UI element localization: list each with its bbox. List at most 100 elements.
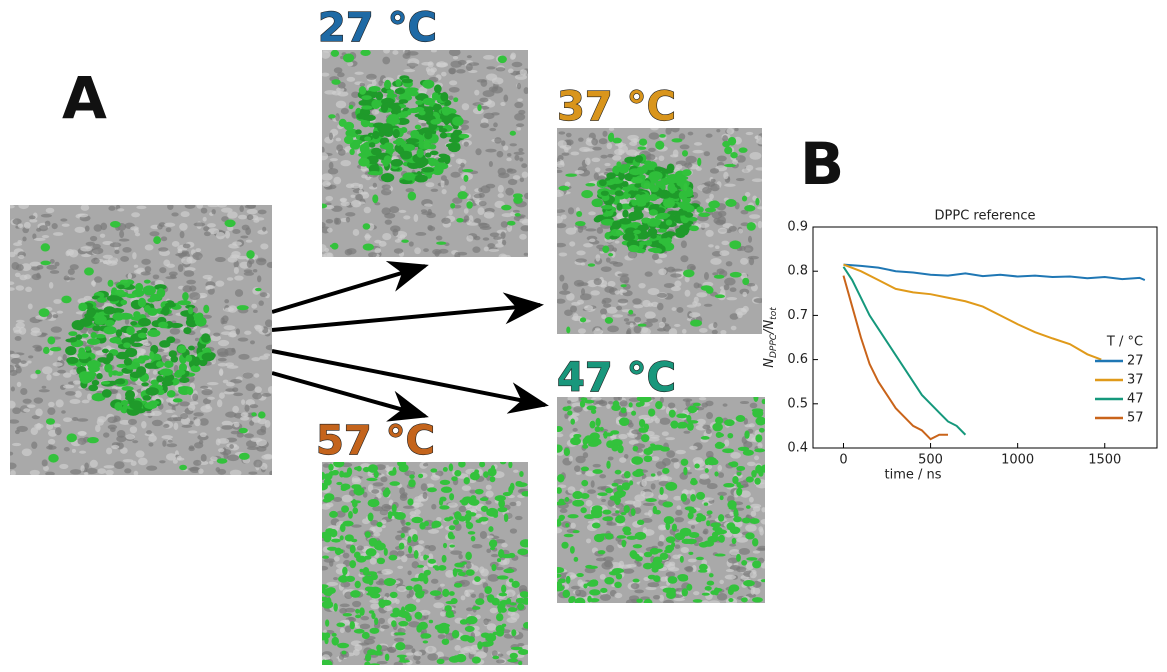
lipid — [341, 202, 350, 207]
speck — [504, 514, 508, 522]
lipid — [257, 275, 261, 282]
lipid — [355, 194, 363, 201]
lipid — [477, 207, 484, 215]
lipid — [188, 404, 195, 411]
speck — [342, 574, 346, 579]
lipid — [329, 162, 334, 169]
speck — [706, 520, 710, 526]
lipid — [84, 462, 89, 469]
speck — [422, 573, 428, 579]
speck — [325, 619, 329, 626]
speck — [711, 200, 719, 206]
domain — [676, 175, 682, 181]
domain — [443, 116, 449, 125]
lipid — [400, 493, 407, 498]
lipid — [687, 304, 697, 307]
lipid — [141, 349, 146, 354]
lipid — [512, 62, 523, 67]
lipid — [600, 308, 607, 315]
lipid — [46, 374, 51, 380]
lipid — [7, 401, 16, 409]
speck — [376, 644, 382, 651]
lipid — [414, 214, 419, 222]
lipid — [608, 456, 614, 460]
speck — [439, 499, 443, 506]
speck — [496, 629, 504, 636]
speck — [742, 196, 747, 202]
lipid — [474, 236, 481, 240]
series-line — [843, 267, 965, 435]
speck — [483, 471, 488, 478]
domain — [631, 200, 637, 206]
speck — [468, 531, 476, 535]
lipid — [28, 355, 33, 358]
lipid — [720, 330, 726, 335]
domain — [658, 190, 670, 199]
speck — [350, 545, 356, 554]
domain — [156, 375, 163, 382]
speck — [364, 662, 370, 668]
speck — [390, 579, 397, 584]
lipid — [449, 209, 453, 215]
lipid — [756, 138, 768, 144]
speck — [368, 513, 374, 522]
speck — [451, 476, 457, 481]
lipid — [498, 185, 504, 193]
speck — [558, 578, 566, 583]
lipid — [397, 566, 403, 569]
speck — [237, 305, 249, 310]
lipid — [146, 430, 152, 434]
lipid — [498, 193, 504, 198]
lipid — [491, 554, 499, 557]
domain — [440, 132, 448, 138]
speck — [682, 150, 688, 157]
lipid — [326, 219, 333, 224]
lipid — [757, 443, 762, 449]
speck — [251, 412, 256, 416]
speck — [677, 422, 688, 429]
domain — [157, 288, 166, 298]
domain — [123, 342, 131, 348]
lipid — [464, 142, 469, 147]
lipid — [333, 577, 338, 580]
lipid — [615, 240, 620, 243]
speck — [564, 448, 570, 456]
lipid — [6, 463, 16, 470]
speck — [690, 320, 702, 327]
lipid — [672, 307, 677, 311]
speck — [575, 598, 586, 606]
speck — [359, 607, 365, 615]
domain — [135, 283, 143, 292]
lipid — [648, 148, 656, 152]
domain — [656, 213, 670, 218]
domain — [384, 155, 392, 164]
lipid — [618, 299, 628, 304]
speck — [523, 622, 531, 629]
lipid — [74, 227, 85, 233]
lipid — [513, 470, 519, 473]
y-axis-label-part: /N — [762, 320, 777, 335]
lipid — [16, 264, 24, 271]
domain — [430, 119, 440, 125]
lipid — [267, 262, 276, 268]
lipid — [193, 460, 201, 466]
speck — [450, 535, 455, 539]
lipid — [624, 318, 629, 322]
speck — [696, 513, 703, 517]
lipid — [688, 559, 697, 563]
lipid — [450, 550, 462, 555]
domain — [183, 327, 191, 334]
speck — [439, 505, 449, 509]
domain — [434, 84, 442, 93]
lipid — [464, 590, 468, 596]
lipid — [591, 138, 598, 145]
lipid — [218, 340, 229, 346]
lipid — [708, 244, 714, 247]
lipid — [216, 467, 221, 472]
lipid — [374, 533, 381, 537]
lipid — [260, 243, 268, 249]
lipid — [479, 98, 488, 103]
speck — [355, 581, 361, 588]
domain — [601, 191, 609, 196]
lipid — [704, 272, 709, 280]
